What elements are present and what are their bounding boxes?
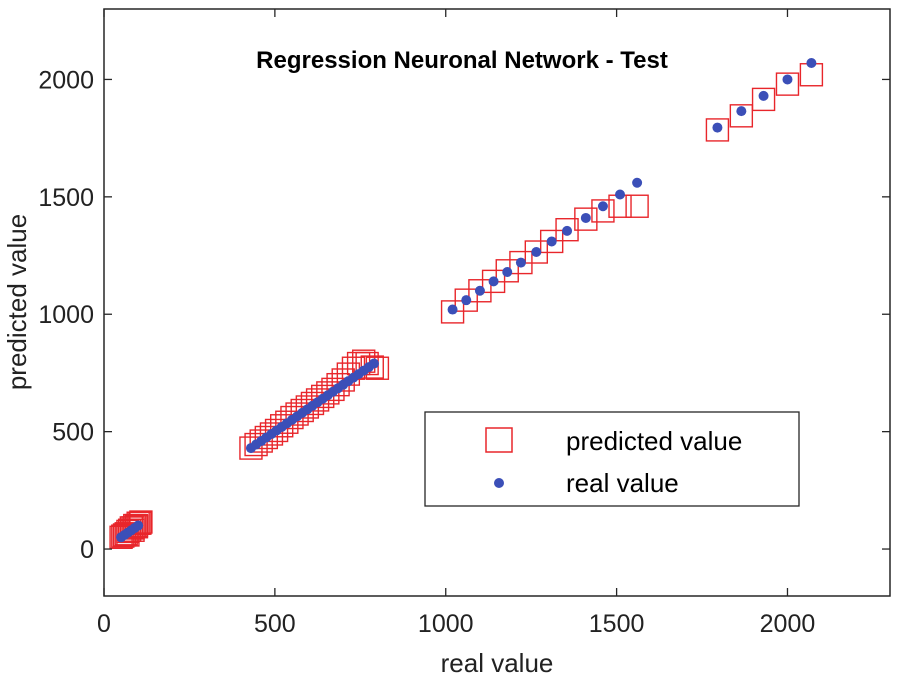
predicted-point <box>254 425 279 450</box>
axis-ticks <box>103 9 890 596</box>
y-tick-label: 1000 <box>38 301 94 329</box>
predicted-point <box>259 422 284 446</box>
legend-label-real: real value <box>566 468 679 498</box>
real-point <box>736 106 747 117</box>
x-tick-label: 2000 <box>760 610 816 638</box>
predicted-point <box>591 199 615 223</box>
x-tick-label: 500 <box>254 610 296 638</box>
predicted-point <box>574 207 598 231</box>
real-point <box>546 236 557 247</box>
predicted-point <box>625 194 649 218</box>
predicted-point <box>495 259 519 283</box>
legend: predicted value real value <box>424 411 800 507</box>
predicted-point <box>129 510 153 534</box>
real-point <box>597 201 608 212</box>
y-tick-label: 500 <box>52 419 94 447</box>
x-tick-label: 1000 <box>418 610 474 638</box>
real-point <box>515 257 526 268</box>
legend-predicted-marker <box>485 427 513 453</box>
predicted-point <box>275 410 299 434</box>
real-point <box>447 304 458 315</box>
real-point <box>531 247 542 258</box>
real-point <box>758 90 769 101</box>
chart-title: Regression Neuronal Network - Test <box>256 47 668 74</box>
real-point <box>502 266 513 277</box>
x-axis-label: real value <box>441 648 554 678</box>
real-point <box>474 285 485 296</box>
real-point <box>461 295 472 306</box>
real-point <box>368 358 379 369</box>
legend-label-predicted: predicted value <box>566 426 742 456</box>
real-point <box>632 177 643 188</box>
x-tick-label: 0 <box>97 610 111 638</box>
real-point <box>615 189 626 200</box>
real-point <box>782 74 793 85</box>
predicted-point <box>124 515 149 539</box>
legend-real-marker <box>494 478 504 488</box>
y-tick-label: 2000 <box>38 66 94 94</box>
predicted-point <box>121 518 145 542</box>
y-tick-label: 0 <box>80 536 94 564</box>
predicted-point <box>128 511 152 535</box>
real-point <box>488 276 499 287</box>
predicted-point <box>468 279 492 303</box>
real-point <box>712 122 723 133</box>
predicted-point <box>775 72 800 96</box>
predicted-point <box>264 418 289 443</box>
axes-box <box>103 8 891 597</box>
real-point <box>580 212 591 223</box>
x-tick-label: 1500 <box>589 610 645 638</box>
axis-tick-labels: 0 500 1000 1500 2000 0 500 1000 1500 2000 <box>38 66 815 638</box>
predicted-point <box>729 104 754 128</box>
predicted-point <box>751 87 776 112</box>
predicted-point <box>270 414 294 438</box>
predicted-point <box>705 118 730 142</box>
y-tick-label: 1500 <box>38 184 94 212</box>
plot-content <box>109 58 824 549</box>
predicted-point <box>440 300 465 324</box>
y-axis-label: predicted value <box>2 214 32 390</box>
real-point <box>806 58 817 69</box>
predicted-point <box>454 288 478 312</box>
predicted-point <box>539 229 564 254</box>
real-point <box>562 225 573 236</box>
real-point <box>133 520 144 531</box>
